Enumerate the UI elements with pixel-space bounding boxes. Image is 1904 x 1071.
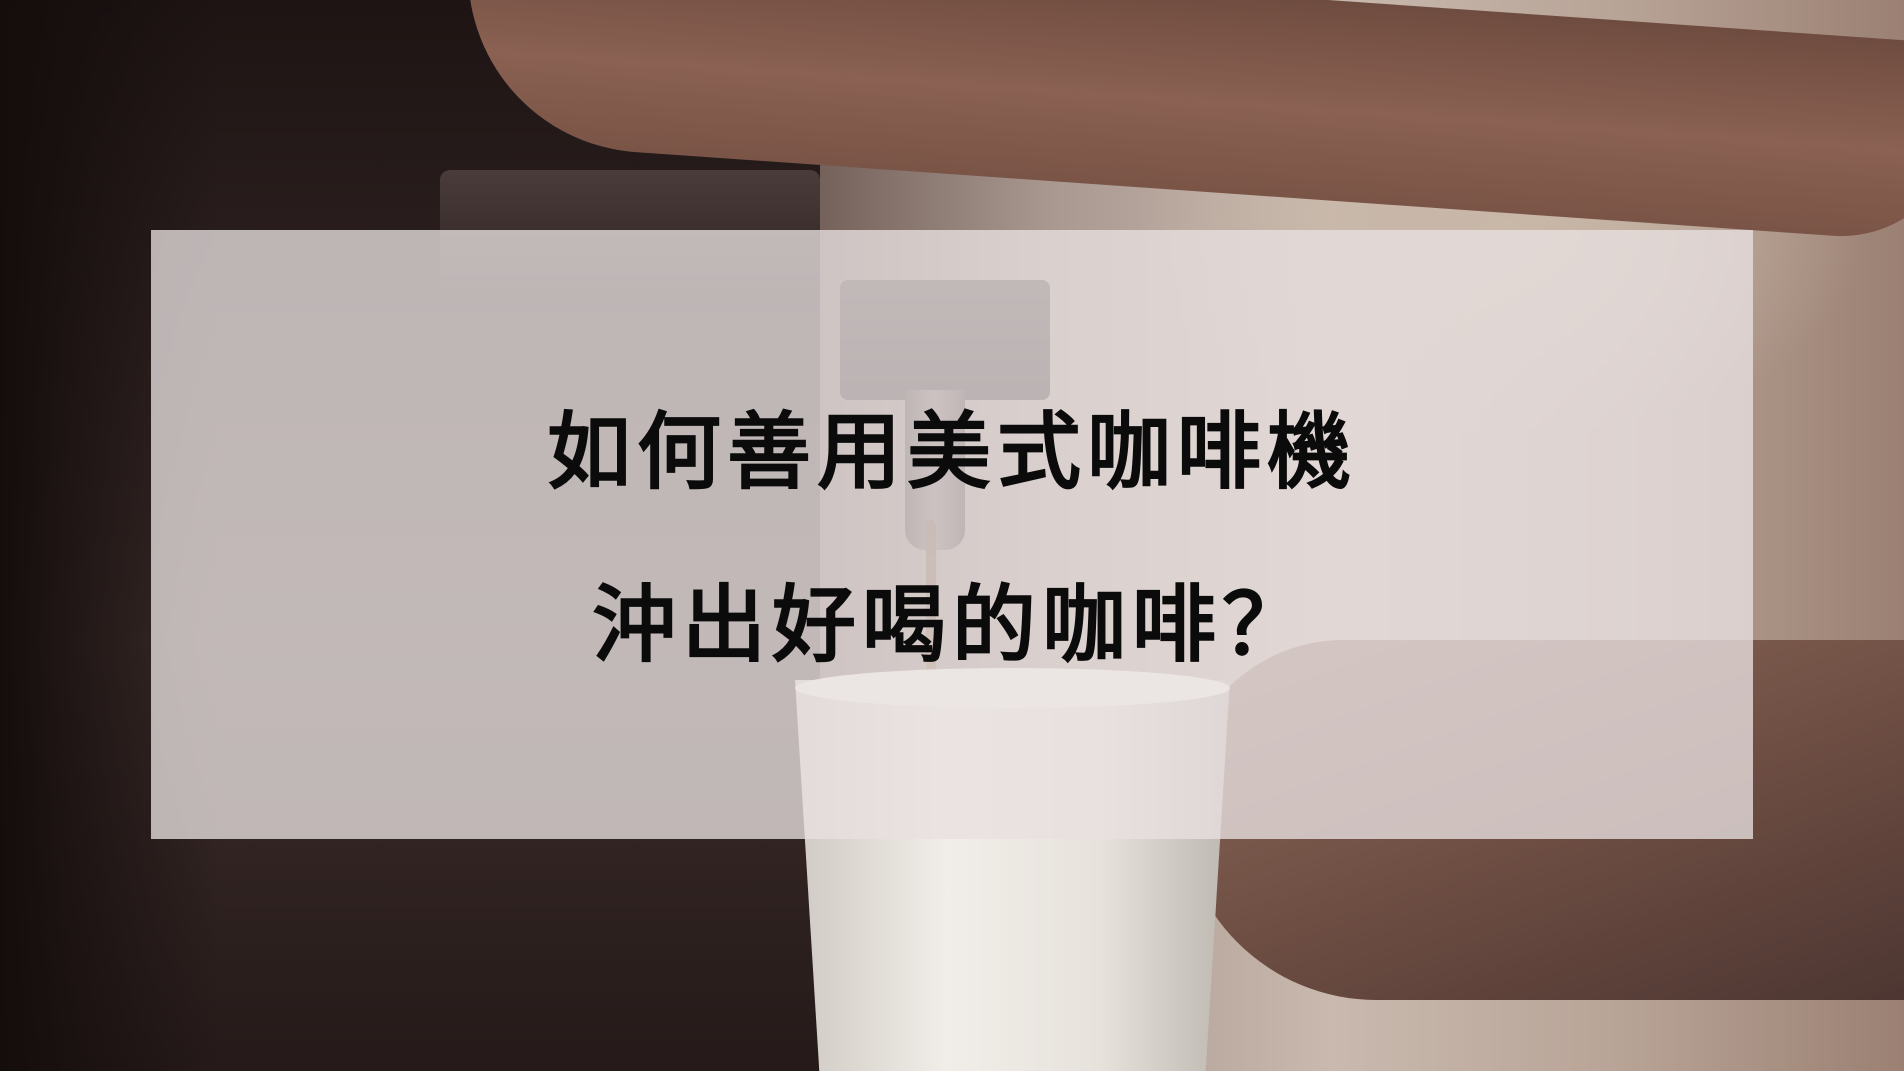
- headline-line-2: 沖出好喝的咖啡？: [591, 576, 1312, 674]
- headline-line-1: 如何善用美式咖啡機: [546, 403, 1357, 501]
- text-overlay-panel: [151, 230, 1753, 839]
